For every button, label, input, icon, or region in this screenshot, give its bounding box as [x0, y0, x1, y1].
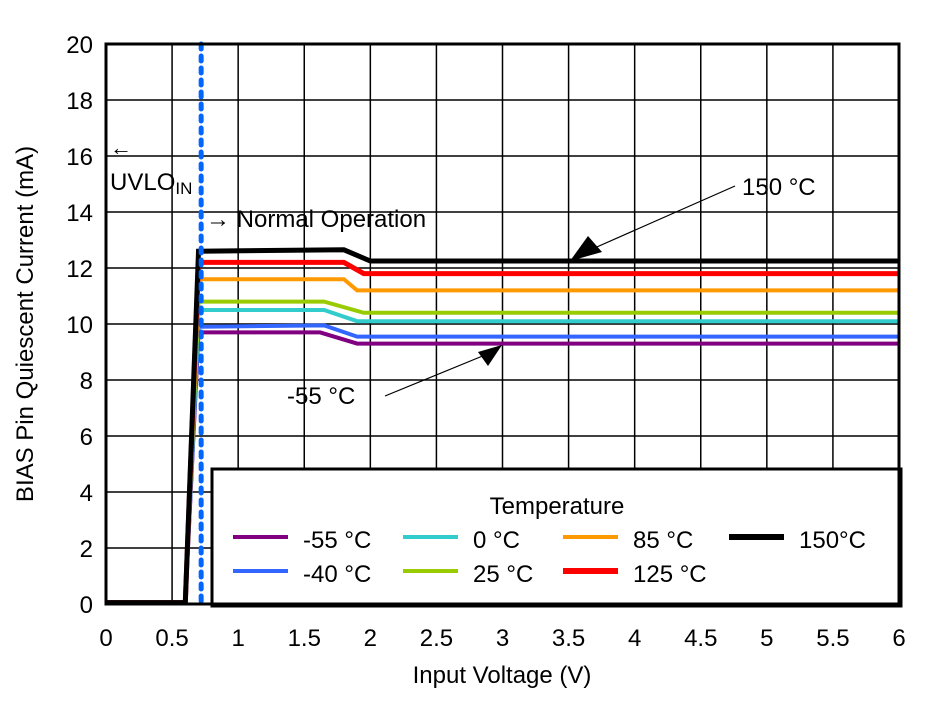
legend-title: Temperature	[490, 493, 625, 520]
x-tick-label: 3.5	[552, 625, 585, 652]
x-tick-label: 2	[364, 625, 377, 652]
x-tick-label: 1.5	[288, 625, 321, 652]
y-tick-label: 16	[66, 144, 93, 171]
y-tick-label: 4	[80, 480, 93, 507]
cold-arrowhead	[478, 345, 502, 366]
x-tick-label: 4.5	[684, 625, 717, 652]
legend-label: 125 °C	[633, 561, 707, 588]
x-tick-label: 1	[231, 625, 244, 652]
y-tick-label: 14	[66, 200, 93, 227]
y-tick-label: 10	[66, 312, 93, 339]
y-tick-label: 12	[66, 256, 93, 283]
uvlo-label: UVLOIN	[110, 169, 192, 198]
y-axis-label: BIAS Pin Quiescent Current (mA)	[12, 146, 39, 502]
legend-box	[210, 467, 903, 608]
x-axis-label: Input Voltage (V)	[413, 662, 592, 689]
x-tick-label: 5	[760, 625, 773, 652]
x-tick-label: 0	[99, 625, 112, 652]
uvlo-arrow: ←	[110, 135, 132, 160]
x-tick-label: 0.5	[155, 625, 188, 652]
y-tick-label: 20	[66, 32, 93, 59]
x-tick-label: 6	[892, 625, 905, 652]
x-tick-label: 2.5	[420, 625, 453, 652]
y-tick-label: 6	[80, 424, 93, 451]
y-tick-label: 2	[80, 536, 93, 563]
y-tick-label: 0	[80, 592, 93, 619]
hot-annotation: 150 °C	[742, 174, 816, 201]
hot-arrow-line	[589, 185, 736, 251]
y-tick-label: 18	[66, 88, 93, 115]
legend-label: 0 °C	[473, 527, 520, 554]
legend-label: 25 °C	[473, 561, 533, 588]
normal-operation-label: → Normal Operation	[206, 206, 426, 233]
legend: Temperature -55 °C -40 °C 0 °C 25 °C 85 °C 12…	[210, 467, 903, 608]
legend-label: 85 °C	[633, 527, 693, 554]
x-tick-label: 5.5	[816, 625, 849, 652]
cold-arrow-line	[384, 354, 486, 397]
hot-arrowhead	[570, 236, 602, 261]
plot-frame	[104, 42, 901, 606]
y-tick-label: 8	[80, 368, 93, 395]
legend-label: -55 °C	[303, 527, 371, 554]
x-tick-label: 4	[628, 625, 641, 652]
x-tick-label: 3	[496, 625, 509, 652]
legend-label: -40 °C	[303, 561, 371, 588]
cold-annotation: -55 °C	[287, 383, 355, 410]
legend-label: 150°C	[799, 527, 866, 554]
